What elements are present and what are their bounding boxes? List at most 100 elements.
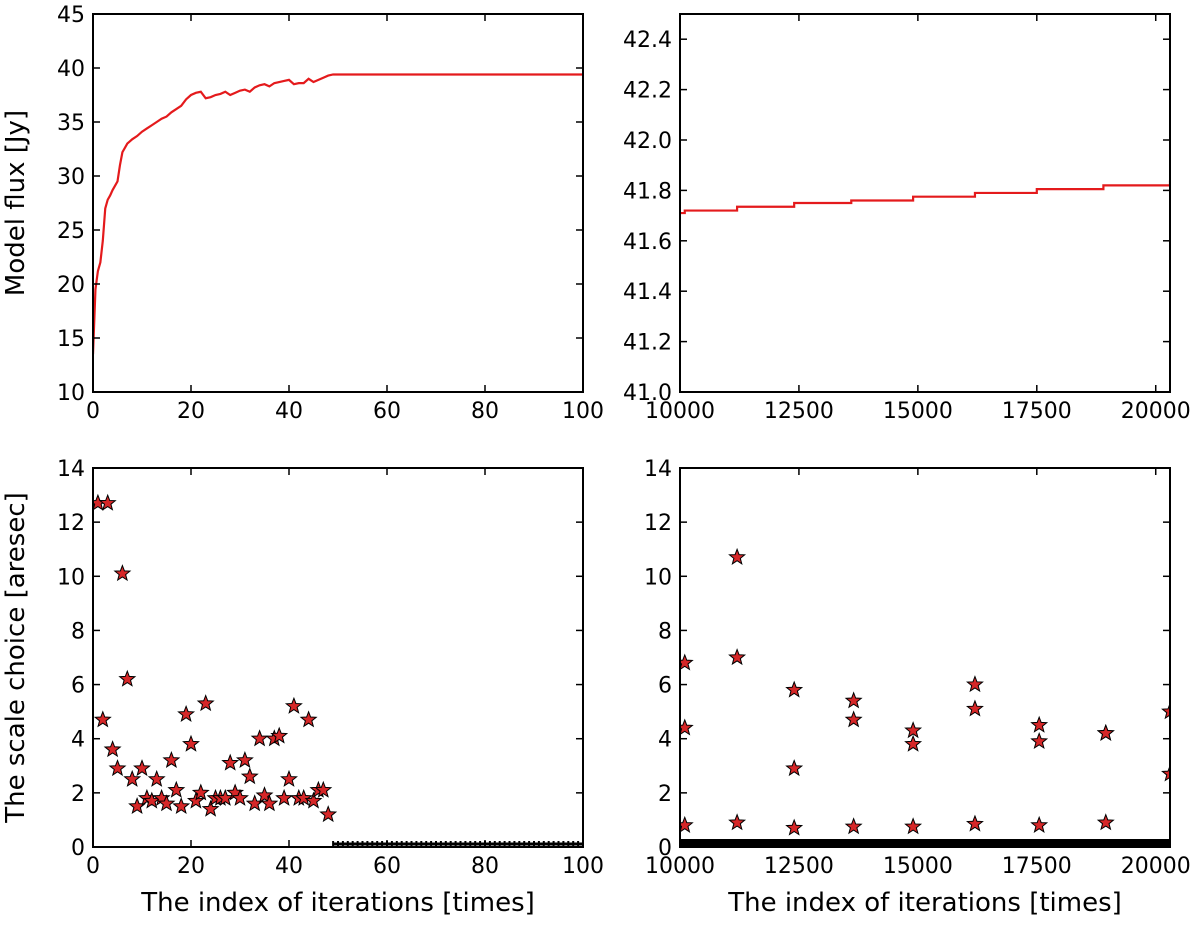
star-point-bottom-right: [728, 813, 747, 831]
x-tick-label-bottom-left: 60: [373, 854, 401, 879]
star-point-bottom-right: [785, 818, 804, 836]
star-point-bottom-right: [904, 734, 923, 752]
star-point-bottom-left: [191, 783, 210, 801]
star-point-bottom-left: [167, 780, 186, 798]
y-tick-label-top-left: 15: [57, 327, 85, 352]
star-point-bottom-right: [728, 648, 747, 666]
star-point-bottom-left: [162, 750, 181, 768]
panel-top-left: 0 20 40 60 80 100 10 15 20 25 30 35 40 45 Model flux […: [1, 3, 604, 424]
star-point-bottom-left: [240, 767, 259, 785]
x-tick-label-top-right: 12500: [764, 399, 834, 424]
y-tick-label-bottom-left: 6: [71, 674, 85, 699]
y-tick-label-bottom-right: 10: [644, 565, 672, 590]
x-axis-label-bottom-right: The index of iterations [times]: [727, 888, 1122, 918]
y-tick-label-bottom-left: 4: [71, 728, 85, 753]
plot-area-bottom-right: [680, 547, 1170, 847]
y-tick-label-top-left: 35: [57, 111, 85, 136]
x-tick-label-bottom-right: 15000: [883, 854, 953, 879]
series-line-top-right-0: [680, 180, 1170, 215]
y-tick-label-bottom-right: 0: [658, 836, 672, 861]
y-tick-label-top-right: 41.0: [623, 381, 672, 406]
y-tick-label-top-left: 20: [57, 273, 85, 298]
panel-bottom-left: 0 20 40 60 80 100 0 2 4 6 8 10 12 14 The index of iter…: [1, 457, 604, 918]
x-tick-label-top-left: 60: [373, 399, 401, 424]
star-point-bottom-right: [1030, 815, 1049, 833]
plot-area-top-right: [680, 180, 1170, 215]
star-point-bottom-left: [147, 769, 166, 787]
star-point-bottom-left: [123, 769, 142, 787]
star-point-bottom-left: [270, 726, 289, 744]
panel-bottom-right: 10000 12500 15000 17500 20000 0 2 4 6 8 10 12 14 The …: [644, 457, 1191, 918]
y-tick-label-top-left: 25: [57, 219, 85, 244]
star-point-bottom-left: [284, 696, 303, 714]
star-point-bottom-left: [103, 740, 122, 758]
y-tick-label-bottom-right: 14: [644, 457, 672, 482]
star-point-bottom-left: [98, 493, 117, 511]
star-point-bottom-left: [250, 729, 269, 747]
star-point-bottom-left: [186, 791, 205, 809]
y-tick-label-top-right: 42.2: [623, 79, 672, 104]
star-point-bottom-left: [260, 794, 279, 812]
y-tick-label-top-right: 42.0: [623, 129, 672, 154]
x-tick-label-bottom-left: 100: [562, 854, 604, 879]
star-point-bottom-left: [294, 788, 313, 806]
x-tick-label-top-right: 15000: [883, 399, 953, 424]
y-tick-label-top-left: 40: [57, 57, 85, 82]
star-point-bottom-left: [299, 710, 318, 728]
y-tick-label-top-right: 42.4: [623, 28, 672, 53]
x-tick-label-top-right: 10000: [645, 399, 715, 424]
x-tick-label-top-left: 100: [562, 399, 604, 424]
y-tick-label-bottom-left: 8: [71, 619, 85, 644]
x-tick-label-bottom-right: 20000: [1121, 854, 1191, 879]
star-point-bottom-right: [785, 680, 804, 698]
x-tick-label-bottom-left: 0: [86, 854, 100, 879]
y-tick-label-bottom-left: 2: [71, 782, 85, 807]
plot-area-top-left: [93, 73, 583, 355]
axes-frame-top-left: [92, 13, 584, 393]
star-point-bottom-left: [172, 796, 191, 814]
x-axis-label-bottom-left: The index of iterations [times]: [140, 888, 535, 918]
star-point-bottom-right: [680, 718, 694, 736]
star-point-bottom-left: [314, 780, 333, 798]
star-point-bottom-right: [1096, 813, 1115, 831]
x-tick-label-bottom-left: 40: [275, 854, 303, 879]
y-tick-label-bottom-right: 6: [658, 674, 672, 699]
y-tick-label-top-right: 41.4: [623, 280, 672, 305]
star-point-bottom-left: [280, 769, 298, 787]
x-tick-label-top-left: 0: [86, 399, 100, 424]
plot-area-bottom-left: [93, 493, 583, 847]
axes-frame-bottom-left: [92, 467, 584, 848]
star-point-bottom-right: [728, 547, 747, 565]
series-line-top-left-0: [93, 73, 583, 355]
x-tick-label-bottom-right: 12500: [764, 854, 834, 879]
x-tick-label-top-left: 80: [471, 399, 499, 424]
baseline-band-bottom-right: [680, 839, 1170, 847]
star-point-bottom-left: [221, 753, 240, 771]
star-point-bottom-right: [680, 653, 694, 671]
star-point-bottom-left: [93, 710, 112, 728]
star-point-bottom-left: [245, 794, 264, 812]
y-tick-label-top-left: 10: [57, 381, 85, 406]
star-point-bottom-right: [844, 691, 863, 709]
star-point-bottom-left: [235, 750, 254, 768]
star-point-bottom-right: [844, 817, 863, 835]
y-axis-label-top-left: Model flux [Jy]: [1, 110, 31, 296]
axes-frame-bottom-right: [679, 467, 1171, 848]
star-point-bottom-left: [275, 788, 294, 806]
x-tick-label-bottom-right: 10000: [645, 854, 715, 879]
star-point-bottom-left: [255, 786, 274, 804]
axes-frame-top-right: [679, 13, 1171, 393]
y-tick-label-top-right: 41.2: [623, 331, 672, 356]
y-tick-label-bottom-left: 10: [57, 565, 85, 590]
x-tick-label-bottom-right: 17500: [1002, 854, 1072, 879]
star-point-bottom-right: [680, 815, 694, 833]
star-point-bottom-left: [113, 564, 132, 582]
star-point-bottom-right: [966, 699, 984, 717]
x-tick-label-top-left: 20: [177, 399, 205, 424]
y-tick-label-top-left: 30: [57, 165, 85, 190]
star-point-bottom-right: [1161, 764, 1170, 782]
y-tick-label-bottom-left: 14: [57, 457, 85, 482]
star-point-bottom-right: [904, 817, 923, 835]
star-point-bottom-left: [177, 704, 196, 722]
star-point-bottom-right: [1161, 702, 1170, 720]
